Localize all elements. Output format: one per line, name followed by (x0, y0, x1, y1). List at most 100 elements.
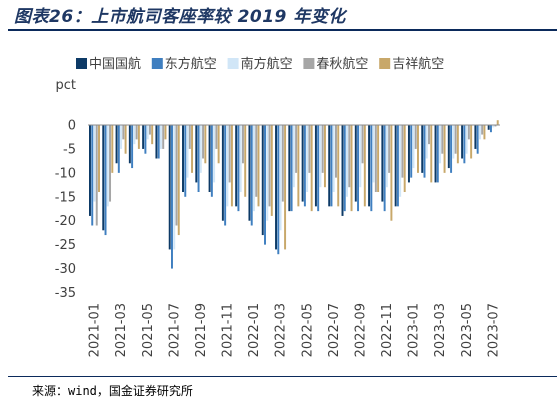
bar (122, 125, 125, 140)
bar (385, 125, 388, 188)
x-tick-label: 2022-05 (300, 303, 315, 357)
bar (186, 125, 189, 178)
bar (155, 125, 158, 159)
bar (492, 125, 495, 128)
bar (264, 125, 266, 245)
bar (255, 125, 258, 197)
bar (210, 125, 213, 197)
bar (199, 125, 202, 173)
y-axis-ticks: 0 -5 -10 -15 -20 -25 -30 -35 (55, 119, 76, 302)
bar (253, 125, 255, 212)
bar (171, 125, 173, 269)
bar (146, 125, 149, 140)
legend-label: 春秋航空 (316, 56, 368, 72)
bar (410, 125, 413, 178)
bar (452, 125, 455, 159)
bar (454, 125, 457, 154)
bar (496, 120, 499, 125)
bar (467, 125, 470, 140)
bar (217, 125, 220, 164)
bar (478, 125, 481, 140)
legend-label: 南方航空 (241, 56, 293, 72)
bar (111, 125, 114, 173)
legend-swatch (151, 58, 163, 69)
bar (456, 125, 459, 164)
bar (447, 125, 450, 169)
bar (135, 125, 138, 140)
bar (175, 125, 178, 226)
bar (133, 125, 136, 145)
bar (91, 125, 94, 226)
x-tick-label: 2021-11 (221, 303, 236, 357)
bar (277, 125, 280, 255)
x-tick-label: 2023-05 (460, 303, 475, 357)
bar (470, 125, 473, 159)
y-tick-label: -35 (55, 286, 76, 301)
bar (279, 125, 282, 231)
bar (213, 125, 216, 183)
bar (144, 125, 147, 154)
bar (281, 125, 284, 202)
x-tick-label: 2021-03 (114, 303, 129, 357)
bar (188, 125, 191, 149)
bar (374, 125, 377, 192)
bar (270, 125, 273, 216)
bar (407, 125, 410, 183)
bar (288, 125, 291, 212)
y-tick-label: -5 (63, 142, 76, 157)
x-tick-label: 2022-03 (274, 303, 289, 357)
bar (226, 125, 229, 207)
bar (292, 125, 295, 188)
bar (106, 125, 109, 207)
x-tick-label: 2021-01 (88, 303, 103, 357)
legend-swatch (303, 58, 315, 69)
bar (363, 125, 366, 207)
bar (348, 125, 351, 188)
bar (328, 125, 331, 207)
bar (284, 125, 287, 250)
bar (268, 125, 271, 207)
bar (436, 125, 439, 183)
bar (417, 125, 419, 173)
bar (215, 125, 218, 149)
legend-swatch (379, 58, 391, 69)
bar (197, 125, 200, 192)
x-tick-label: 2022-01 (247, 303, 262, 357)
bar (257, 125, 260, 207)
bar (383, 125, 386, 212)
bar (151, 125, 154, 145)
bar (396, 125, 399, 207)
bar (335, 125, 337, 178)
bar (239, 125, 242, 192)
bar (131, 125, 134, 169)
chart-legend: 中国国航 东方航空 南方航空 春秋航空 吉祥航空 (76, 56, 444, 72)
bar (235, 125, 238, 207)
bar (341, 125, 344, 216)
bar (115, 125, 118, 164)
bar (310, 125, 313, 212)
bar (124, 125, 127, 154)
y-tick-label: -20 (55, 214, 76, 229)
bottom-rule (8, 376, 557, 377)
legend-swatch (227, 58, 239, 69)
bar (137, 125, 140, 149)
bar (191, 125, 194, 173)
figure-title: 图表26：上市航司客座率较 2019 年变化 (14, 7, 346, 27)
bar (394, 125, 397, 207)
legend-label: 中国国航 (89, 56, 141, 72)
bar (474, 125, 477, 149)
bar (439, 125, 442, 164)
bar (128, 125, 131, 164)
bar (430, 125, 433, 183)
bar (241, 125, 244, 164)
bar (481, 125, 484, 135)
bar (109, 125, 112, 202)
bar (306, 125, 309, 192)
bar (250, 125, 253, 226)
bar (177, 125, 180, 236)
bar (337, 125, 340, 207)
bar (434, 125, 437, 183)
bar (168, 125, 171, 250)
bar (443, 125, 446, 173)
x-tick-label: 2022-09 (353, 303, 368, 357)
